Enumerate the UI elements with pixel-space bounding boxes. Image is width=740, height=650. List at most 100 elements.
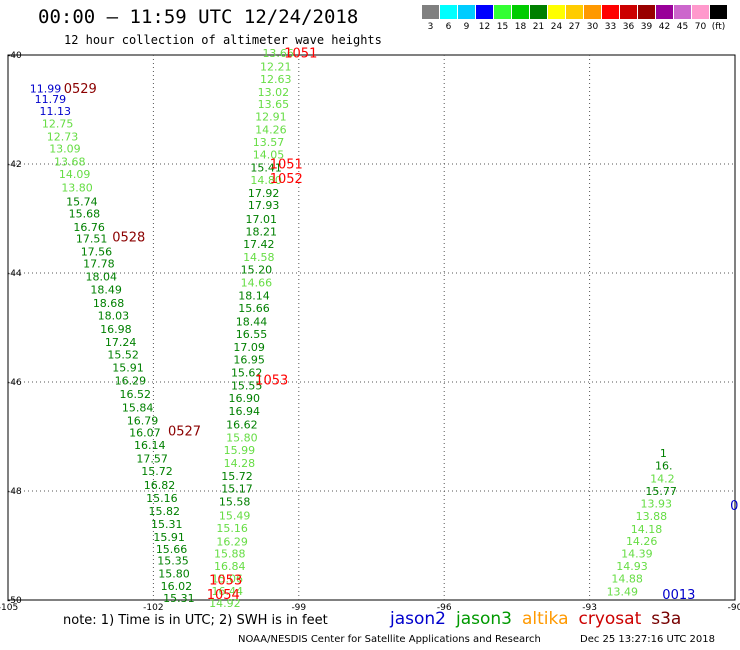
data-point-label: 17.56 — [81, 246, 113, 259]
data-point-label: 17.09 — [233, 341, 265, 354]
data-point-label: 15.20 — [241, 264, 273, 277]
data-point-label: 15.74 — [66, 195, 98, 208]
y-tick-label: -48 — [7, 487, 22, 497]
data-point-label: 12.73 — [47, 131, 78, 144]
data-point-label: 15.82 — [149, 505, 181, 518]
scale-label: 45 — [676, 22, 689, 32]
scale-swatch — [494, 5, 511, 19]
data-point-label: 15.91 — [153, 531, 185, 544]
data-point-label: 16.44 — [212, 585, 244, 598]
data-point-label: 15.77 — [645, 485, 677, 498]
data-point-label: 16.07 — [129, 427, 161, 440]
scale-label: 12 — [478, 22, 491, 32]
scale-swatch — [548, 5, 565, 19]
data-point-label: 1 — [660, 447, 667, 460]
x-tick-label: -96 — [437, 603, 452, 613]
data-point-label: 12.91 — [255, 110, 287, 123]
scale-swatch — [584, 5, 601, 19]
pass-label: 1054 — [207, 588, 240, 603]
data-point-label: 14.2 — [650, 472, 675, 485]
legend-jason2: jason2 — [390, 609, 446, 629]
data-point-label: 11.13 — [40, 105, 72, 118]
scale-swatch — [656, 5, 673, 19]
pass-label: 0529 — [64, 82, 97, 97]
data-point-label: 14.58 — [243, 251, 275, 264]
data-point-label: 18.03 — [98, 309, 130, 322]
pass-label: 0013 — [662, 588, 695, 603]
data-point-label: 15.72 — [141, 465, 173, 478]
data-point-label: 15.84 — [122, 401, 154, 414]
data-point-label: 14.09 — [59, 168, 91, 181]
data-point-label: 15.31 — [163, 592, 195, 605]
data-point-label: 18.68 — [93, 297, 125, 310]
data-point-label: 13.66 — [262, 47, 294, 60]
data-point-label: 15.41 — [250, 162, 281, 175]
chart-title: 00:00 – 11:59 UTC 12/24/2018 — [38, 6, 359, 28]
data-point-label: 15.58 — [219, 496, 251, 509]
scale-swatch — [692, 5, 709, 19]
data-point-label: 14.28 — [224, 457, 256, 470]
pass-label: 1051 — [270, 157, 303, 172]
data-point-label: 14.26 — [255, 123, 287, 136]
data-point-label: 15.66 — [238, 302, 270, 315]
scale-label: 6 — [445, 22, 452, 32]
data-point-label: 15.52 — [107, 349, 138, 362]
scale-swatch — [638, 5, 655, 19]
data-point-label: 12.63 — [260, 73, 292, 86]
y-tick-label: -42 — [7, 160, 22, 170]
data-point-label: 15.35 — [157, 555, 189, 568]
data-point-label: 18.49 — [90, 284, 122, 297]
data-point-label: 15.55 — [231, 380, 262, 393]
data-point-label: 16.95 — [233, 353, 265, 366]
pass-label: 0528 — [112, 230, 145, 245]
credit-text: NOAA/NESDIS Center for Satellite Applica… — [238, 634, 541, 645]
data-point-label: 17.24 — [105, 336, 137, 349]
scale-label: 36 — [622, 22, 635, 32]
data-point-label: 17.93 — [248, 199, 280, 212]
plot-frame — [7, 54, 736, 601]
data-point-label: 14.39 — [621, 547, 653, 560]
data-point-label: 15.17 — [221, 483, 253, 496]
data-point-label: 16.84 — [214, 560, 246, 573]
x-tick-label: -90 — [728, 603, 740, 613]
scale-label: 15 — [496, 22, 509, 32]
pass-label: 1052 — [270, 172, 303, 187]
data-point-label: 14.93 — [616, 560, 648, 573]
pass-label: 1051 — [284, 47, 317, 62]
data-point-label: 15.72 — [221, 470, 253, 483]
satellite-legend: jason2 jason3 altika cryosat s3a — [390, 609, 691, 629]
scale-label: 39 — [640, 22, 653, 32]
data-point-label: 13.65 — [258, 98, 290, 111]
data-point-label: 18.21 — [245, 225, 277, 238]
scale-swatch — [566, 5, 583, 19]
data-point-label: 12.75 — [42, 117, 74, 130]
data-point-label: 16.62 — [226, 418, 258, 431]
scale-swatch — [620, 5, 637, 19]
data-point-label: 14.88 — [611, 573, 643, 586]
data-point-label: 16.52 — [119, 388, 150, 401]
timestamp-text: Dec 25 13:27:16 UTC 2018 — [580, 634, 715, 645]
data-point-label: 16.02 — [161, 580, 193, 593]
data-point-label: 16.29 — [216, 536, 248, 549]
data-point-label: 12.21 — [260, 60, 292, 73]
data-point-label: 16.29 — [115, 375, 147, 388]
data-point-label: 17.01 — [245, 213, 277, 226]
x-tick-label: -93 — [582, 603, 597, 613]
data-point-label: 13.80 — [61, 181, 93, 194]
data-point-label: 16. — [655, 460, 673, 473]
data-point-label: 17.57 — [136, 453, 168, 466]
data-point-label: 15.88 — [214, 547, 246, 560]
scale-swatch — [602, 5, 619, 19]
y-tick-label: -40 — [7, 51, 22, 61]
scale-label: (ft) — [711, 22, 726, 32]
x-tick-label: -102 — [143, 603, 163, 613]
y-tick-label: -46 — [7, 378, 22, 388]
data-point-label: 15.49 — [219, 509, 251, 522]
scale-swatch — [512, 5, 529, 19]
scale-swatch — [710, 5, 727, 19]
pass-label: 0527 — [168, 424, 201, 439]
data-point-label: 16.94 — [229, 405, 260, 418]
x-tick-label: -99 — [291, 603, 306, 613]
data-point-label: 15.16 — [146, 492, 178, 505]
